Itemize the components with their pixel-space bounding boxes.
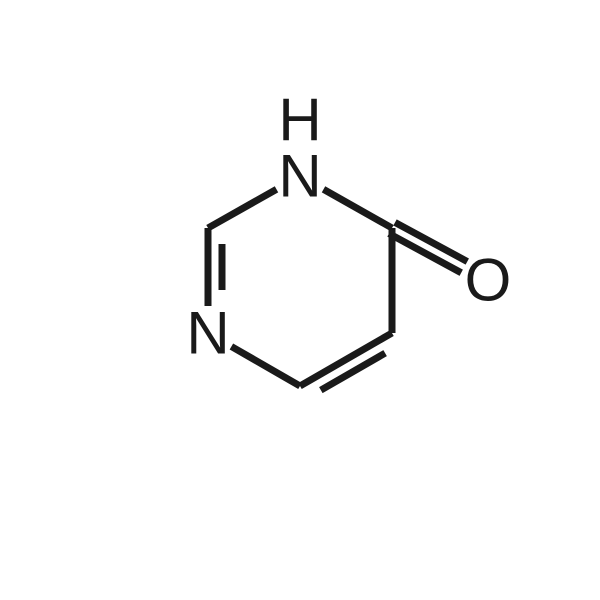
atom-hydrogen-label: H [278,87,321,154]
bond [324,189,392,228]
molecule-diagram: NHNO [0,0,600,600]
atom-label: N [186,300,229,367]
bond [231,346,300,386]
atom-label: O [465,247,512,314]
bond [208,189,276,228]
